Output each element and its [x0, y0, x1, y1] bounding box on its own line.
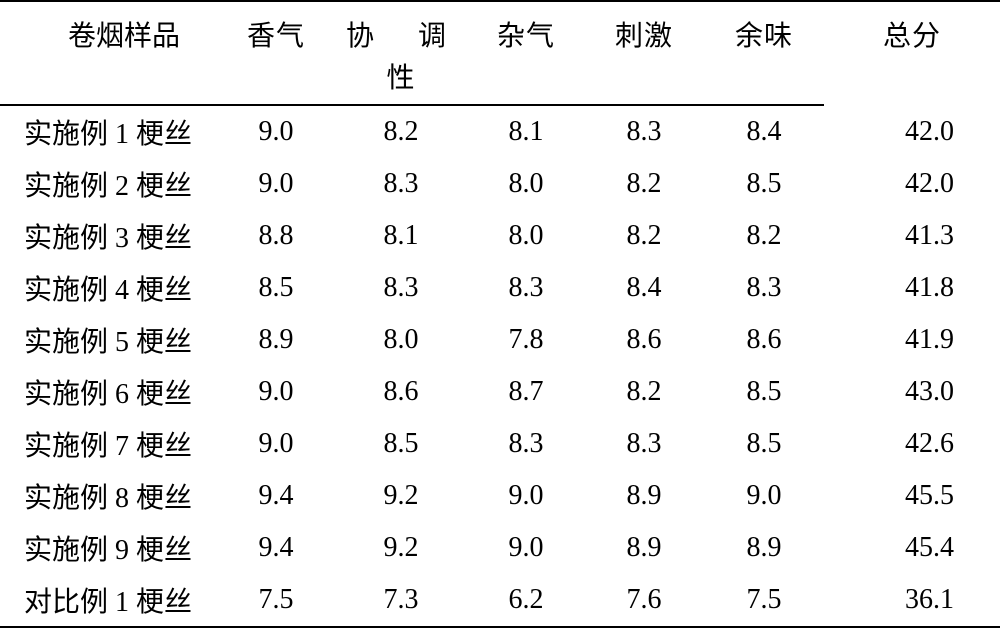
cell-misc: 6.2 — [468, 574, 584, 627]
col-header-harmony-top: 协 调 — [334, 1, 468, 56]
col-header-irritate: 刺激 — [584, 1, 704, 56]
harmony-char-2: 调 — [418, 21, 456, 52]
cell-sample: 实施例 5 梗丝 — [0, 314, 218, 366]
cell-misc: 8.1 — [468, 105, 584, 158]
cell-after: 8.6 — [704, 314, 824, 366]
cell-irritate: 8.6 — [584, 314, 704, 366]
cell-irritate: 8.3 — [584, 105, 704, 158]
cell-aroma: 9.0 — [218, 158, 334, 210]
cell-harmony: 8.3 — [334, 262, 468, 314]
cell-after: 8.4 — [704, 105, 824, 158]
cell-irritate: 8.4 — [584, 262, 704, 314]
cell-sample: 对比例 1 梗丝 — [0, 574, 218, 627]
table-row: 实施例 4 梗丝8.58.38.38.48.341.8 — [0, 262, 1000, 314]
cell-sample: 实施例 3 梗丝 — [0, 210, 218, 262]
cell-aroma: 8.8 — [218, 210, 334, 262]
cell-irritate: 8.2 — [584, 210, 704, 262]
cell-total: 41.9 — [824, 314, 1000, 366]
cell-harmony: 8.2 — [334, 105, 468, 158]
table-row: 实施例 6 梗丝9.08.68.78.28.543.0 — [0, 366, 1000, 418]
cell-harmony: 9.2 — [334, 470, 468, 522]
cell-harmony: 8.6 — [334, 366, 468, 418]
empty-h5 — [824, 56, 1000, 105]
harmony-char-1: 协 — [346, 21, 384, 52]
col-header-total: 总分 — [824, 1, 1000, 56]
col-header-harmony-bottom: 性 — [334, 56, 468, 105]
cell-sample: 实施例 6 梗丝 — [0, 366, 218, 418]
empty-h3 — [584, 56, 704, 105]
cell-after: 8.3 — [704, 262, 824, 314]
cell-aroma: 8.9 — [218, 314, 334, 366]
cell-irritate: 7.6 — [584, 574, 704, 627]
cell-total: 45.4 — [824, 522, 1000, 574]
cell-total: 45.5 — [824, 470, 1000, 522]
table-row: 实施例 2 梗丝9.08.38.08.28.542.0 — [0, 158, 1000, 210]
cell-after: 8.5 — [704, 418, 824, 470]
cell-harmony: 7.3 — [334, 574, 468, 627]
cell-total: 42.6 — [824, 418, 1000, 470]
cell-harmony: 9.2 — [334, 522, 468, 574]
cell-after: 8.5 — [704, 366, 824, 418]
table-row: 实施例 5 梗丝8.98.07.88.68.641.9 — [0, 314, 1000, 366]
cell-harmony: 8.0 — [334, 314, 468, 366]
cell-irritate: 8.2 — [584, 158, 704, 210]
cell-sample: 实施例 7 梗丝 — [0, 418, 218, 470]
col-header-sample: 卷烟样品 — [0, 1, 218, 105]
cell-misc: 8.3 — [468, 418, 584, 470]
cell-after: 9.0 — [704, 470, 824, 522]
cell-harmony: 8.3 — [334, 158, 468, 210]
cell-sample: 实施例 9 梗丝 — [0, 522, 218, 574]
empty-h2 — [468, 56, 584, 105]
cell-aroma: 9.0 — [218, 418, 334, 470]
table-row: 实施例 7 梗丝9.08.58.38.38.542.6 — [0, 418, 1000, 470]
cell-misc: 8.0 — [468, 210, 584, 262]
cell-total: 42.0 — [824, 158, 1000, 210]
table-row: 实施例 8 梗丝9.49.29.08.99.045.5 — [0, 470, 1000, 522]
cell-sample: 实施例 8 梗丝 — [0, 470, 218, 522]
cell-misc: 8.3 — [468, 262, 584, 314]
cell-irritate: 8.2 — [584, 366, 704, 418]
table-row: 实施例 3 梗丝8.88.18.08.28.241.3 — [0, 210, 1000, 262]
cell-misc: 9.0 — [468, 470, 584, 522]
cell-misc: 8.7 — [468, 366, 584, 418]
cell-irritate: 8.9 — [584, 470, 704, 522]
cell-after: 8.9 — [704, 522, 824, 574]
cell-total: 42.0 — [824, 105, 1000, 158]
cell-aroma: 8.5 — [218, 262, 334, 314]
table-row: 实施例 9 梗丝9.49.29.08.98.945.4 — [0, 522, 1000, 574]
cell-aroma: 9.4 — [218, 470, 334, 522]
cell-aroma: 9.0 — [218, 105, 334, 158]
header-row-1: 卷烟样品 香气 协 调 杂气 刺激 余味 总分 — [0, 1, 1000, 56]
cell-total: 41.3 — [824, 210, 1000, 262]
cell-misc: 9.0 — [468, 522, 584, 574]
cell-misc: 7.8 — [468, 314, 584, 366]
cell-after: 8.2 — [704, 210, 824, 262]
empty-h1 — [218, 56, 334, 105]
cell-harmony: 8.1 — [334, 210, 468, 262]
table-row: 实施例 1 梗丝9.08.28.18.38.442.0 — [0, 105, 1000, 158]
cell-after: 8.5 — [704, 158, 824, 210]
col-header-aroma: 香气 — [218, 1, 334, 56]
cell-total: 43.0 — [824, 366, 1000, 418]
cell-harmony: 8.5 — [334, 418, 468, 470]
empty-h4 — [704, 56, 824, 105]
col-header-after: 余味 — [704, 1, 824, 56]
cell-sample: 实施例 4 梗丝 — [0, 262, 218, 314]
table-row: 对比例 1 梗丝7.57.36.27.67.536.1 — [0, 574, 1000, 627]
cell-aroma: 7.5 — [218, 574, 334, 627]
cell-total: 36.1 — [824, 574, 1000, 627]
cell-misc: 8.0 — [468, 158, 584, 210]
cell-total: 41.8 — [824, 262, 1000, 314]
cell-irritate: 8.3 — [584, 418, 704, 470]
cell-aroma: 9.4 — [218, 522, 334, 574]
cell-sample: 实施例 2 梗丝 — [0, 158, 218, 210]
cell-after: 7.5 — [704, 574, 824, 627]
cell-aroma: 9.0 — [218, 366, 334, 418]
cell-sample: 实施例 1 梗丝 — [0, 105, 218, 158]
sensory-score-table: 卷烟样品 香气 协 调 杂气 刺激 余味 总分 性 实施例 1 梗丝9.08.2… — [0, 0, 1000, 628]
col-header-misc: 杂气 — [468, 1, 584, 56]
cell-irritate: 8.9 — [584, 522, 704, 574]
